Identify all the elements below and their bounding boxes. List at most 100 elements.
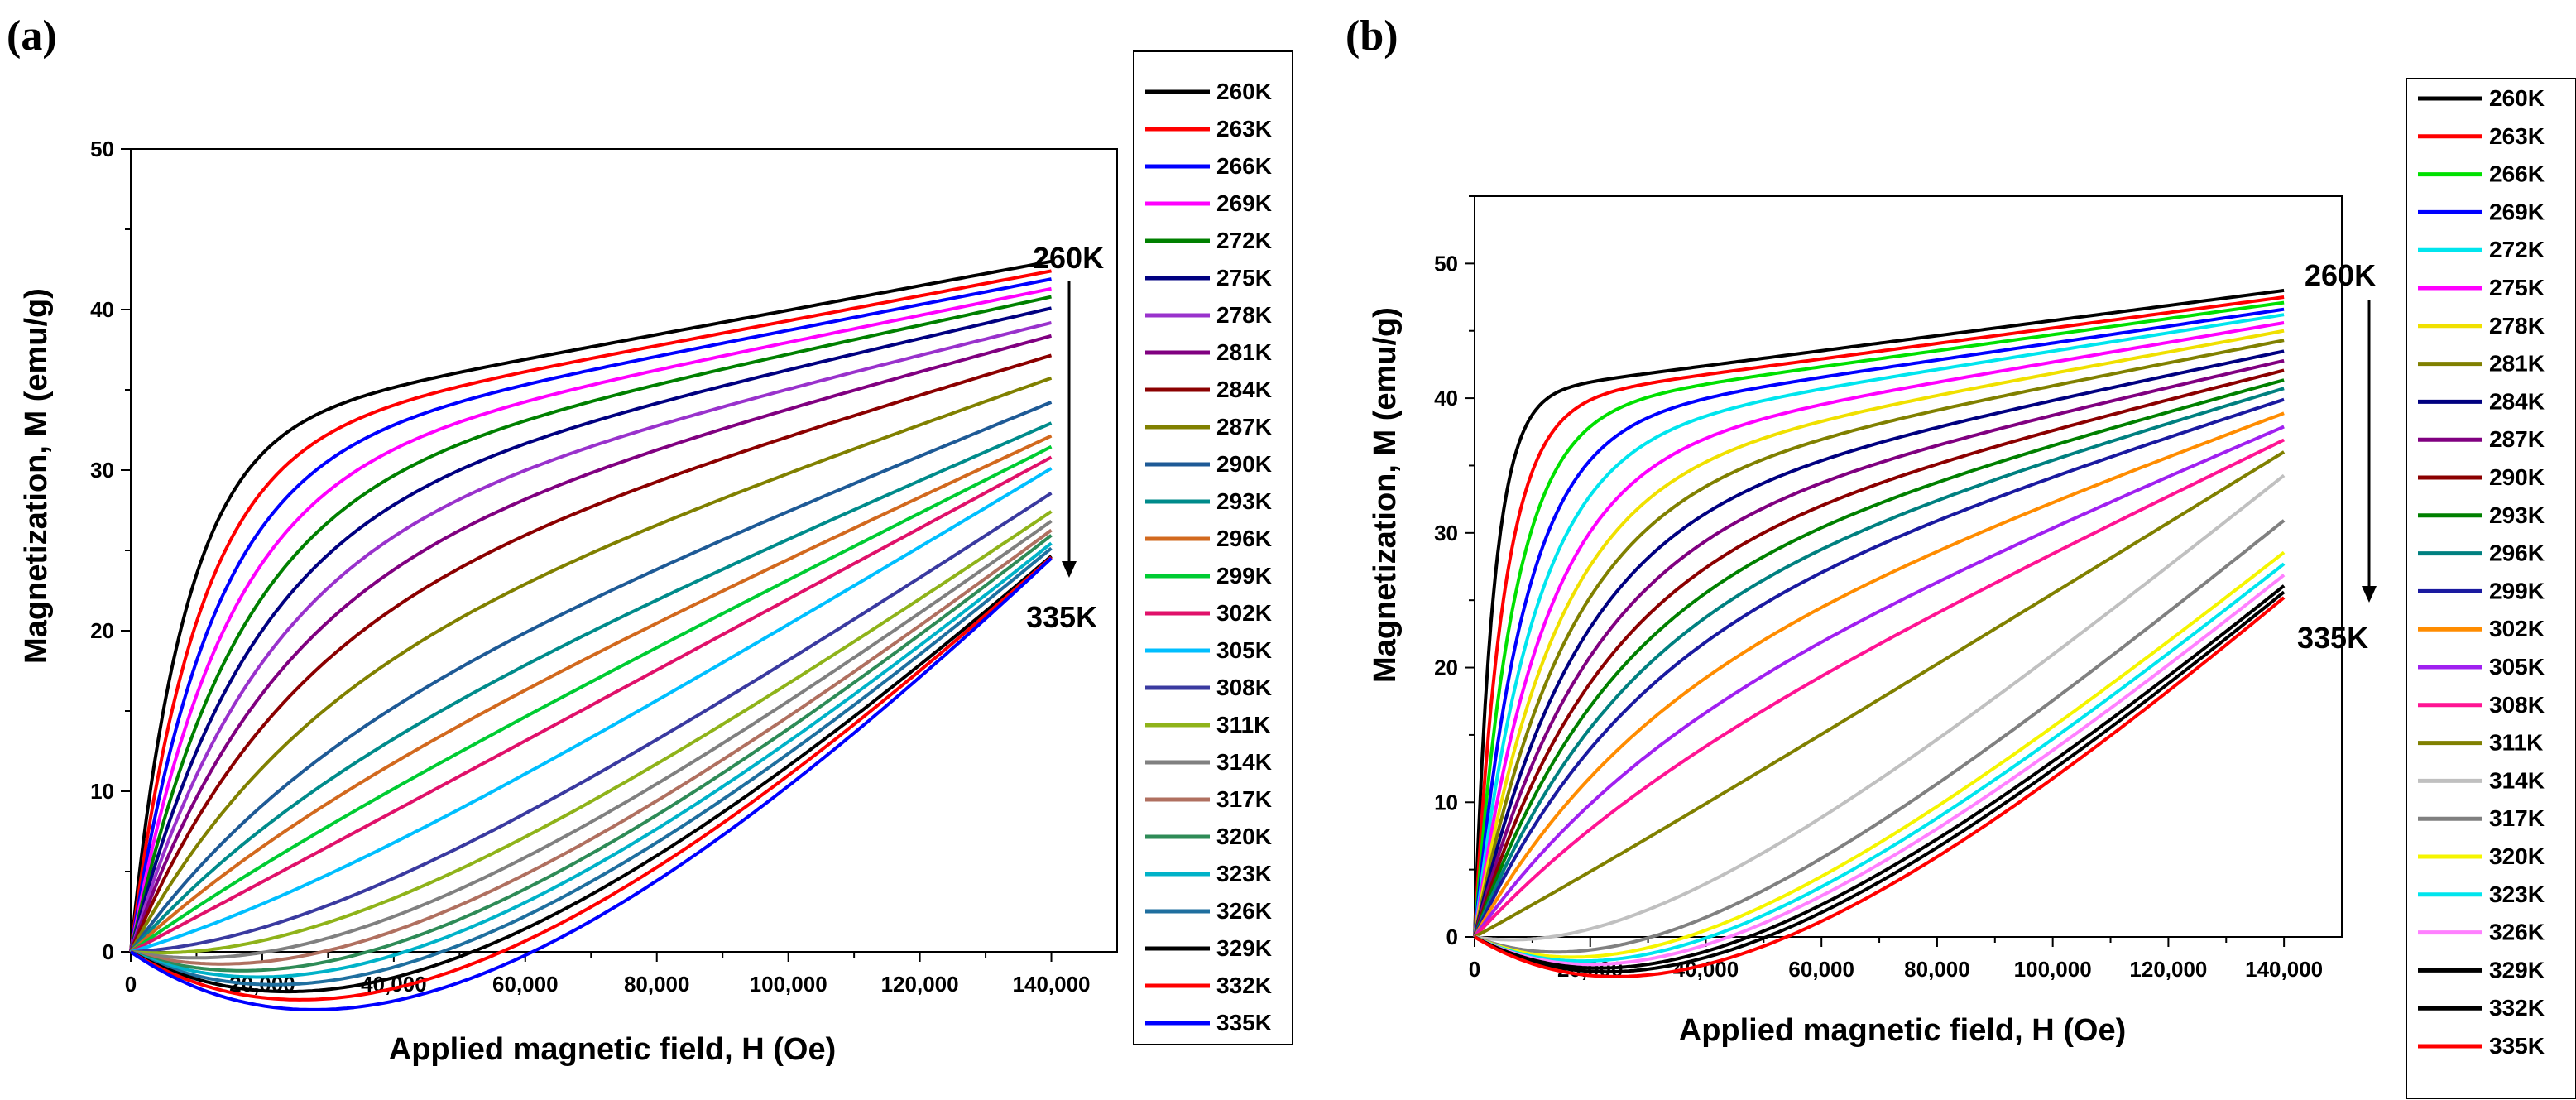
panel-b-legend-label-326K: 326K <box>2489 920 2545 945</box>
panel-b-y-axis-title: Magnetization, M (emu/g) <box>1368 307 1403 683</box>
panel-b-series-335K <box>1473 596 2286 978</box>
panel-a-legend-label-290K: 290K <box>1216 451 1272 477</box>
panel-a-legend-label-278K: 278K <box>1216 302 1272 328</box>
panel-a-series-272K <box>129 295 1052 953</box>
panel-b-y-tick-label: 0 <box>1446 925 1458 949</box>
panel-a-plot-area: 0 20,000 40,000 60,000 80,000 100,000 120,000 1… <box>90 137 1118 1011</box>
panel-b-legend-label-311K: 311K <box>2489 730 2543 756</box>
panel-b-series-332K <box>1473 590 2286 974</box>
panel-b-x-axis-title: Applied magnetic field, H (Oe) <box>1679 1013 2127 1048</box>
panel-a-x-tick-label: 140,000 <box>1013 972 1091 997</box>
panel-a-y-tick-label: 20 <box>90 618 114 643</box>
panel-b-legend-label-284K: 284K <box>2489 388 2545 414</box>
panel-a-series-278K <box>129 320 1052 953</box>
panel-a-series-308K <box>129 492 1053 953</box>
panel-b-series-296K <box>1473 387 2285 939</box>
panel-b-series-314K <box>1473 473 2286 942</box>
panel-b-legend-label-293K: 293K <box>2489 502 2545 528</box>
panel-b-legend-label-305K: 305K <box>2489 654 2545 680</box>
panel-b-legend-label-272K: 272K <box>2489 237 2545 262</box>
panel-a-legend-label-293K: 293K <box>1216 488 1272 514</box>
panel-a-legend-label-299K: 299K <box>1216 563 1272 588</box>
panel-b-legend-label-290K: 290K <box>2489 464 2545 490</box>
panel-b-legend-label-269K: 269K <box>2489 199 2545 224</box>
panel-b-series-302K <box>1473 411 2285 939</box>
panel-b-series-317K <box>1473 519 2286 954</box>
panel-a-series-332K <box>129 555 1053 1002</box>
panel-a-y-axis-title: Magnetization, M (emu/g) <box>19 288 54 664</box>
panel-a-x-tick-label: 120,000 <box>881 972 959 997</box>
panel-a-series-329K <box>129 555 1053 994</box>
panel-b-x-tick-label: 0 <box>1469 957 1480 982</box>
panel-a-legend-label-311K: 311K <box>1216 712 1270 737</box>
panel-b-legend-label-260K: 260K <box>2489 85 2545 111</box>
panel-a-label: (a) <box>7 12 57 60</box>
panel-a-series-293K <box>129 421 1053 953</box>
panel-a-series-302K <box>129 455 1053 953</box>
panel-a-frame <box>130 148 1118 953</box>
panel-b-y-tick-label: 20 <box>1434 656 1458 680</box>
panel-b: (b) 0 20,000 40,000 60,000 80,000 100,000 120,… <box>1346 12 2576 1099</box>
panel-b-x-tick-label: 60,000 <box>1788 957 1854 982</box>
panel-a-series-284K <box>129 353 1053 953</box>
panel-a-x-tick-label: 60,000 <box>492 972 559 997</box>
panel-a-series-335K <box>129 557 1053 1011</box>
panel-a-legend-label-308K: 308K <box>1216 675 1272 700</box>
panel-a-series-320K <box>129 534 1053 973</box>
panel-b-legend-label-332K: 332K <box>2489 995 2545 1021</box>
panel-a-annotation-bottom: 335K <box>1026 600 1097 634</box>
panel-a: (a) 0 20,000 40,000 60,000 80,000 100,000 120,… <box>7 12 1293 1067</box>
panel-b-series-293K <box>1473 378 2285 939</box>
panel-b-x-tick-label: 120,000 <box>2129 957 2207 982</box>
panel-a-x-axis-title: Applied magnetic field, H (Oe) <box>389 1032 837 1067</box>
panel-a-legend-label-281K: 281K <box>1216 339 1272 365</box>
panel-a-y-tick-label: 50 <box>90 137 114 161</box>
panel-a-arrow <box>1062 281 1077 578</box>
panel-a-series-269K <box>129 286 1052 953</box>
panel-b-legend-label-287K: 287K <box>2489 426 2545 452</box>
panel-b-x-tick-label: 100,000 <box>2014 957 2092 982</box>
panel-a-legend-label-329K: 329K <box>1216 935 1272 961</box>
panel-a-legend-label-272K: 272K <box>1216 228 1272 253</box>
panel-a-series-260K <box>129 259 1052 953</box>
panel-a-y-tick-label: 30 <box>90 458 114 483</box>
panel-b-legend-label-308K: 308K <box>2489 692 2545 718</box>
panel-b-series-275K <box>1473 321 2285 938</box>
panel-a-legend-label-317K: 317K <box>1216 786 1272 812</box>
panel-b-legend-label-302K: 302K <box>2489 616 2545 641</box>
panel-b-series-308K <box>1473 438 2285 939</box>
panel-a-series-305K <box>129 467 1053 953</box>
panel-a-y-tick-label: 40 <box>90 297 114 322</box>
panel-a-y-tick-label: 10 <box>90 779 114 804</box>
panel-a-annotation-top: 260K <box>1033 241 1104 275</box>
panel-b-legend-label-320K: 320K <box>2489 843 2545 869</box>
panel-b-series-266K <box>1473 300 2285 938</box>
panel-a-y-tick-label: 0 <box>103 939 114 964</box>
panel-b-series-311K <box>1473 450 2286 939</box>
panel-b-legend-label-323K: 323K <box>2489 881 2545 907</box>
panel-b-series-299K <box>1473 397 2285 939</box>
panel-b-x-tick-label: 80,000 <box>1904 957 1970 982</box>
panel-a-series-290K <box>129 401 1053 953</box>
panel-b-legend-label-317K: 317K <box>2489 805 2545 831</box>
panel-b-legend-label-281K: 281K <box>2489 351 2545 377</box>
panel-a-legend-label-260K: 260K <box>1216 79 1272 104</box>
panel-b-legend-label-266K: 266K <box>2489 161 2545 187</box>
panel-a-series-314K <box>129 519 1053 960</box>
panel-a-series-266K <box>129 277 1052 953</box>
panel-b-annotation-bottom: 335K <box>2297 621 2368 655</box>
panel-b-series-290K <box>1473 368 2285 939</box>
panel-a-legend-label-326K: 326K <box>1216 898 1272 924</box>
panel-b-legend-label-278K: 278K <box>2489 313 2545 339</box>
panel-a-legend-label-266K: 266K <box>1216 153 1272 179</box>
panel-b-legend: 260K 263K 266K 269K 272K 275K 278K 281K 284K 287K… <box>2406 78 2576 1099</box>
panel-a-legend-label-302K: 302K <box>1216 600 1272 626</box>
panel-b-series-272K <box>1473 313 2285 938</box>
panel-a-legend-label-287K: 287K <box>1216 414 1272 440</box>
panel-b-x-tick-label: 140,000 <box>2245 957 2323 982</box>
panel-b-legend-label-299K: 299K <box>2489 578 2545 603</box>
panel-a-legend-label-263K: 263K <box>1216 116 1272 142</box>
panel-a-legend-label-320K: 320K <box>1216 824 1272 849</box>
panel-b-series-287K <box>1473 358 2285 939</box>
